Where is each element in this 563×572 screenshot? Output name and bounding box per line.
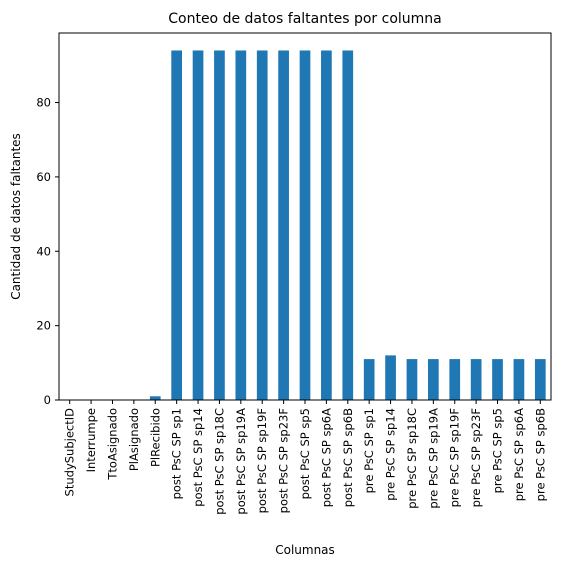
x-tick-label: post PsC SP sp18C — [212, 408, 226, 515]
x-tick-label: post PsC SP sp1 — [170, 408, 184, 499]
y-tick-label: 20 — [36, 319, 51, 333]
bar — [299, 50, 311, 400]
y-tick-label: 0 — [44, 393, 51, 407]
x-tick-label: pre PsC SP sp18C — [405, 408, 419, 509]
x-tick-label: TtoAsignado — [105, 408, 119, 481]
bar — [256, 50, 268, 400]
bar — [149, 396, 161, 400]
x-tick-label: pre PsC SP sp6B — [533, 408, 547, 501]
bar — [278, 50, 289, 400]
y-axis: 0 20 40 60 80 — [36, 96, 59, 407]
x-tick-label: post PsC SP sp5 — [298, 408, 312, 499]
x-axis: StudySubjectID Interrumpe TtoAsignado PlAsi… — [63, 400, 547, 515]
x-tick-label: post PsC SP sp19F — [255, 408, 269, 513]
y-tick-label: 80 — [36, 96, 51, 110]
x-tick-label: post PsC SP sp6A — [319, 408, 333, 507]
x-tick-label: post PsC SP sp6B — [341, 408, 355, 507]
bar — [321, 50, 332, 400]
x-tick-label: PlRecibido — [148, 408, 162, 467]
bar — [385, 355, 396, 400]
x-tick-label: Interrumpe — [84, 408, 98, 472]
bar — [192, 50, 204, 400]
x-tick-label: pre PsC SP sp5 — [491, 408, 505, 493]
bar — [214, 50, 225, 400]
bar — [342, 50, 354, 400]
bar — [492, 359, 503, 400]
x-tick-label: post PsC SP sp23F — [277, 408, 291, 513]
x-tick-label: pre PsC SP sp14 — [384, 408, 398, 501]
x-tick-label: pre PsC SP sp19A — [426, 408, 440, 509]
bar — [171, 50, 182, 400]
bar — [513, 359, 525, 400]
bar — [406, 359, 418, 400]
y-tick-label: 60 — [36, 170, 51, 184]
bar — [235, 50, 247, 400]
plot-frame — [58, 32, 552, 401]
bar — [449, 359, 461, 400]
bar — [534, 359, 546, 400]
x-tick-label: pre PsC SP sp6A — [512, 408, 526, 501]
bar — [363, 359, 375, 400]
x-tick-label: pre PsC SP sp1 — [362, 408, 376, 493]
x-tick-label: pre PsC SP sp23F — [469, 408, 483, 507]
x-axis-label: Columnas — [275, 543, 335, 557]
x-tick-label: post PsC SP sp19A — [234, 408, 248, 515]
x-tick-label: StudySubjectID — [63, 408, 77, 497]
chart-title: Conteo de datos faltantes por columna — [168, 11, 442, 27]
x-tick-label: PlAsignado — [127, 408, 141, 471]
x-tick-label: pre PsC SP sp19F — [448, 408, 462, 507]
y-axis-label: Cantidad de datos faltantes — [9, 133, 23, 300]
bar — [470, 359, 482, 400]
bars-group — [149, 50, 546, 400]
x-tick-label: post PsC SP sp14 — [191, 408, 205, 507]
y-tick-label: 40 — [36, 244, 51, 258]
bar — [428, 359, 439, 400]
